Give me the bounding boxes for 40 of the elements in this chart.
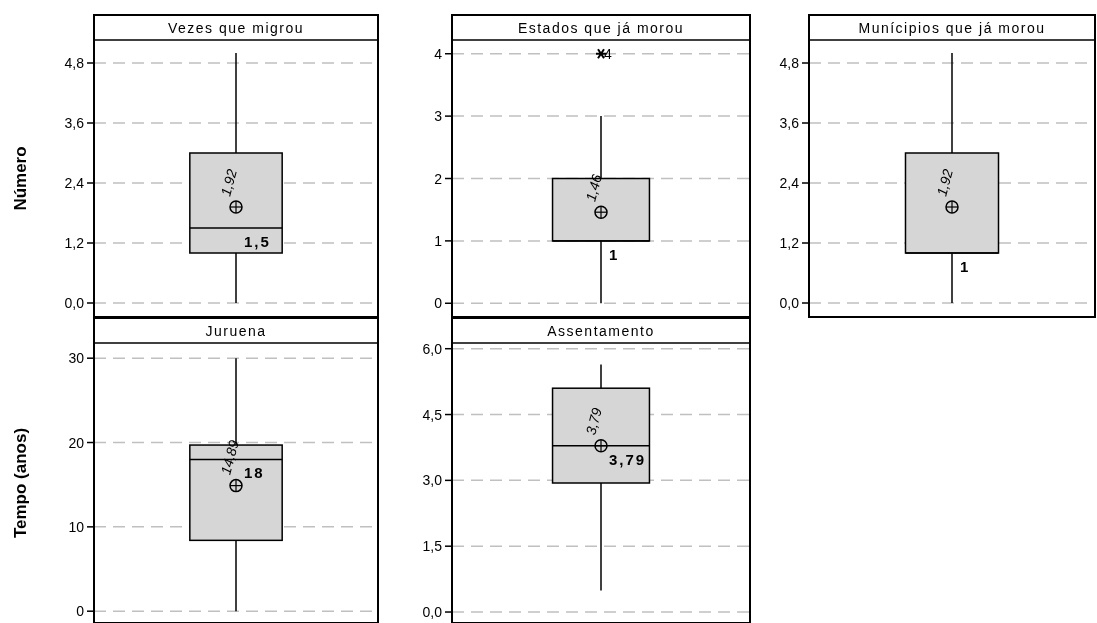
y-tick-label: 4 xyxy=(434,45,443,62)
chart-title: Estados que já morou xyxy=(517,20,685,36)
y-tick-label: 1 xyxy=(434,232,443,249)
y-tick-label: 1,2 xyxy=(779,235,800,251)
y-tick-label: 3 xyxy=(434,108,443,125)
y-tick-label: 1,2 xyxy=(64,235,85,251)
y-tick-label: 3,0 xyxy=(422,472,443,489)
y-axis-title: Número xyxy=(11,146,30,211)
y-tick-label: 4,8 xyxy=(779,55,800,71)
annotation: 3,79 xyxy=(582,405,606,437)
y-tick-label: 4,5 xyxy=(422,406,443,423)
y-tick-label: 10 xyxy=(68,518,85,535)
annotation: 1 xyxy=(960,258,971,275)
y-tick-label: 1,5 xyxy=(422,538,443,555)
y-axis-title: Tempo (anos) xyxy=(11,427,30,539)
annotation: 1,92 xyxy=(217,167,241,198)
chart-title: Juruena xyxy=(205,323,267,339)
annotation: 3,79 xyxy=(609,450,647,468)
y-tick-label: 0,0 xyxy=(422,604,443,621)
y-tick-label: 0 xyxy=(434,295,443,312)
y-tick-label: 6,0 xyxy=(422,340,443,357)
annotation: 1 xyxy=(609,245,620,263)
y-tick-label: 0,0 xyxy=(779,295,800,311)
y-tick-label: 4,8 xyxy=(64,55,85,71)
chart-title: Assentamento xyxy=(547,323,655,339)
chart-title: Vezes que migrou xyxy=(167,20,305,36)
annotation: 18 xyxy=(244,464,265,482)
annotation: 1,5 xyxy=(244,233,271,250)
y-tick-label: 0,0 xyxy=(64,295,85,311)
annotation: 1,92 xyxy=(933,167,957,198)
annotation: 4 xyxy=(604,45,612,62)
chart-title: Munícipios que já morou xyxy=(858,20,1046,36)
y-tick-label: 30 xyxy=(68,350,85,367)
y-tick-label: 0 xyxy=(76,603,85,620)
y-tick-label: 20 xyxy=(68,434,85,451)
y-tick-label: 2 xyxy=(434,170,443,187)
y-tick-label: 3,6 xyxy=(64,115,85,131)
y-tick-label: 2,4 xyxy=(779,175,800,191)
y-tick-label: 2,4 xyxy=(64,175,85,191)
y-tick-label: 3,6 xyxy=(779,115,800,131)
